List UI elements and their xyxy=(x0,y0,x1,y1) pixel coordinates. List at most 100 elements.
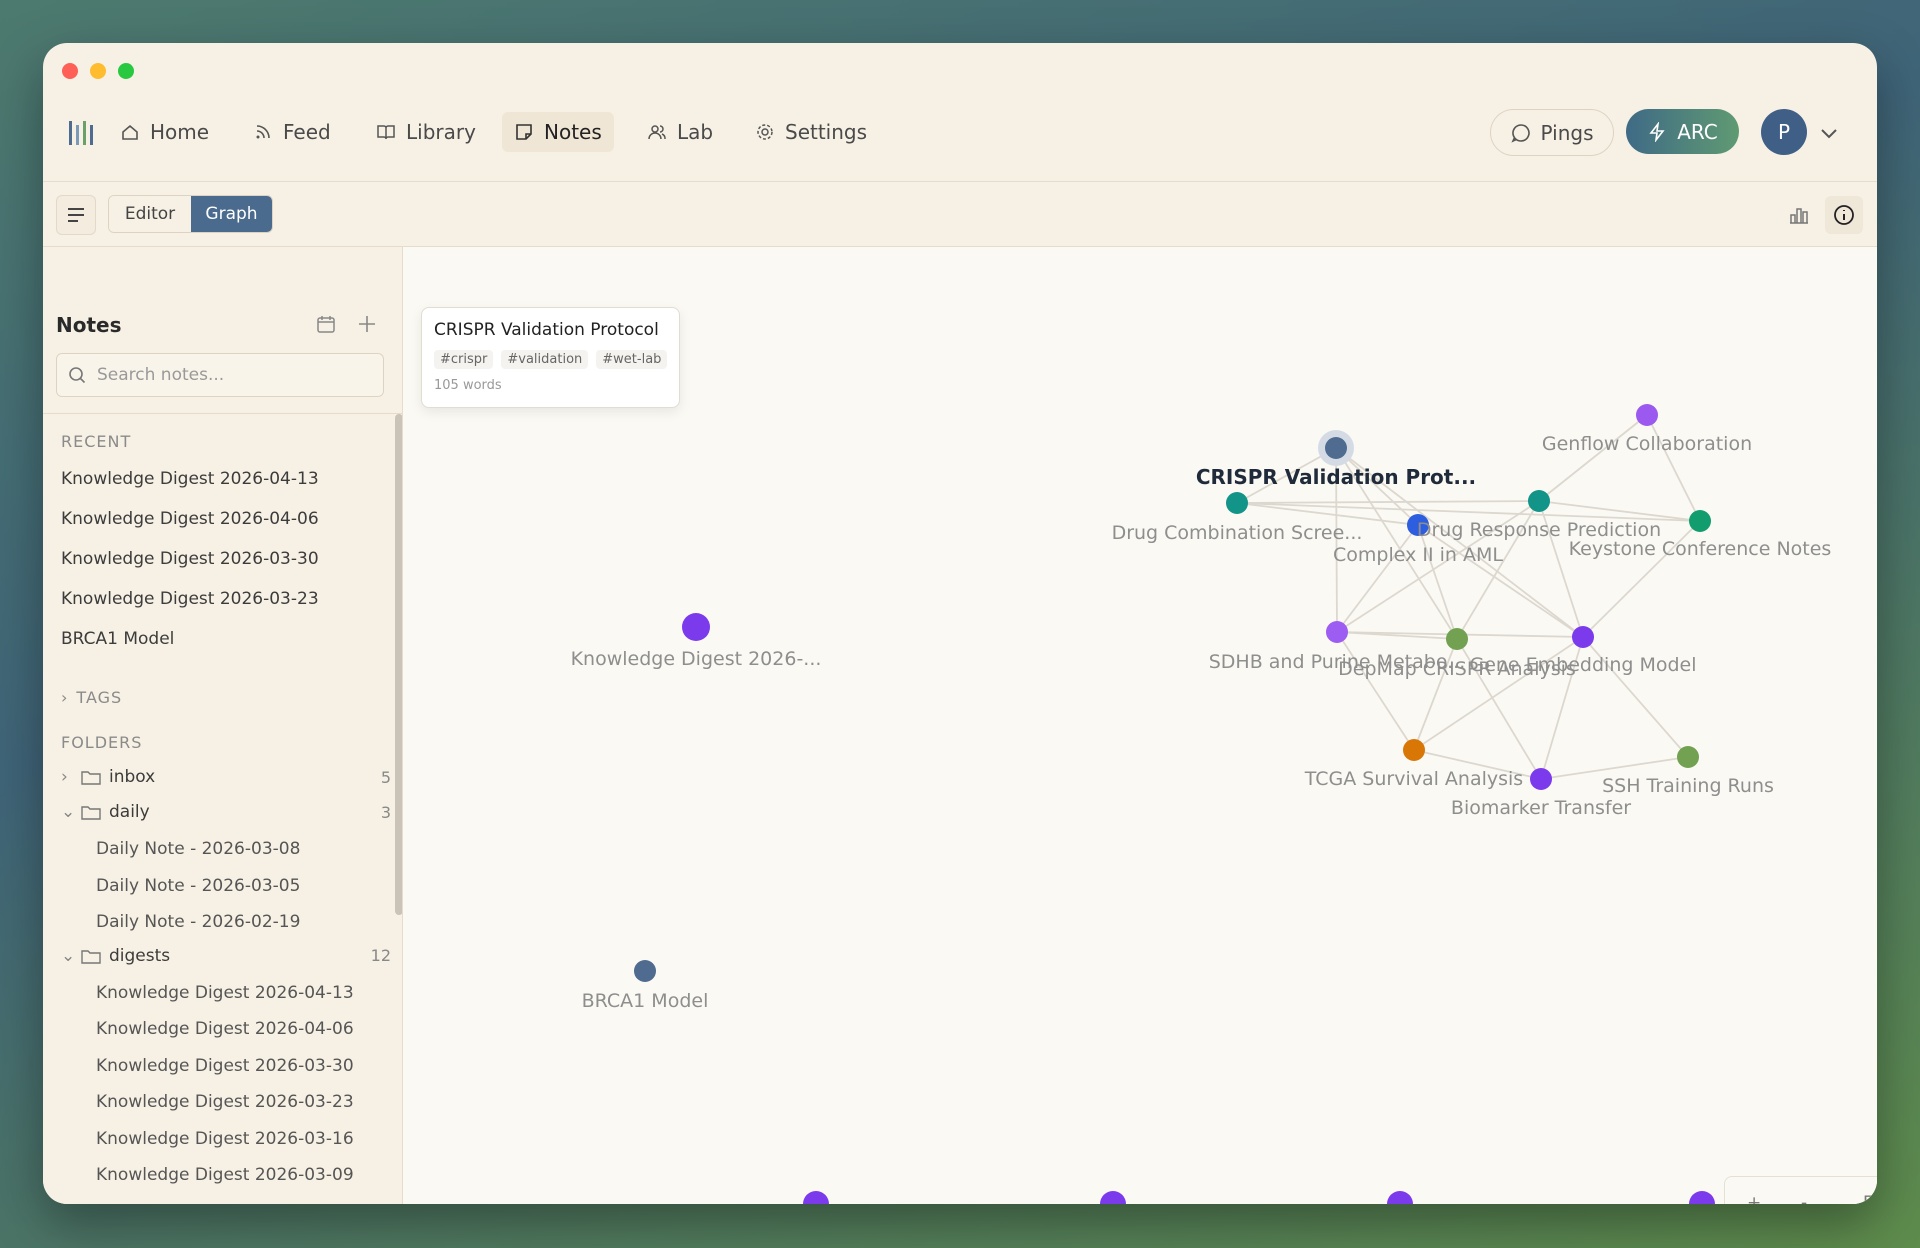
close-button[interactable] xyxy=(62,63,78,79)
graph-node[interactable] xyxy=(1446,628,1468,650)
search-placeholder: Search notes... xyxy=(97,365,225,385)
node-label: TCGA Survival Analysis xyxy=(1304,768,1523,790)
node-label: Biomarker Transfer xyxy=(1451,797,1631,819)
graph-edge xyxy=(1417,524,1584,638)
graph-node[interactable] xyxy=(1689,1191,1715,1204)
minimize-button[interactable] xyxy=(90,63,106,79)
calendar-button[interactable] xyxy=(315,313,337,335)
divider xyxy=(43,181,1877,182)
folder-note[interactable]: Knowledge Digest 2026-03-16 xyxy=(96,1128,354,1149)
graph-edge xyxy=(1335,447,1584,638)
folder-count: 5 xyxy=(380,767,391,787)
node-label: CRISPR Validation Prot... xyxy=(1196,465,1476,489)
view-toggle: Editor Graph xyxy=(108,195,273,233)
graph-edge xyxy=(1540,756,1689,780)
tooltip-meta: 105 words xyxy=(434,378,502,393)
tooltip-title: CRISPR Validation Protocol xyxy=(434,320,659,340)
nav-item[interactable]: Feed xyxy=(253,114,331,150)
graph-node[interactable] xyxy=(1530,768,1552,790)
folder-name: inbox xyxy=(109,767,156,787)
graph-node[interactable] xyxy=(1689,510,1711,532)
graph-node[interactable] xyxy=(1387,1191,1413,1204)
graph-node[interactable] xyxy=(634,960,656,982)
recent-note[interactable]: Knowledge Digest 2026-03-23 xyxy=(61,589,319,609)
search-box[interactable]: Search notes... xyxy=(56,353,384,397)
zoom-out[interactable]: - xyxy=(1801,1193,1808,1204)
graph-edge xyxy=(1456,500,1540,640)
tooltip-tag: #wet-lab xyxy=(596,350,668,369)
nav-item[interactable]: Notes xyxy=(502,112,614,152)
nav-item[interactable]: Lab xyxy=(647,114,713,150)
node-label: BRCA1 Model xyxy=(582,990,709,1012)
graph-node[interactable] xyxy=(1407,514,1429,536)
tags-section[interactable]: › TAGS xyxy=(61,688,123,707)
folder-note[interactable]: Knowledge Digest 2026-03-30 xyxy=(96,1055,354,1076)
scrollbar[interactable] xyxy=(395,414,402,915)
tooltip-tag: #crispr xyxy=(434,350,494,369)
zoom-button[interactable] xyxy=(118,63,134,79)
graph-node[interactable] xyxy=(803,1191,829,1204)
graph-node[interactable] xyxy=(1325,437,1347,459)
avatar[interactable]: P xyxy=(1761,109,1807,155)
nav-label: Settings xyxy=(785,120,868,144)
folder-name: digests xyxy=(109,945,171,966)
folder-name: daily xyxy=(109,802,150,822)
folder[interactable]: ⌄ digests 12 xyxy=(61,945,391,966)
zoom-fit[interactable]: Fit xyxy=(1863,1193,1877,1204)
info-button[interactable] xyxy=(1825,196,1863,234)
logo[interactable] xyxy=(67,117,95,147)
section-heading: RECENT xyxy=(61,432,132,451)
folder-note[interactable]: Daily Note - 2026-03-05 xyxy=(96,875,301,896)
folder[interactable]: ⌄ daily 3 xyxy=(61,802,391,822)
graph-node[interactable] xyxy=(1326,621,1348,643)
graph-node[interactable] xyxy=(1636,404,1658,426)
new-note-button[interactable] xyxy=(356,313,378,335)
nav-item[interactable]: Library xyxy=(376,114,476,150)
section-heading: FOLDERS xyxy=(61,733,143,752)
nav-item[interactable]: Home xyxy=(120,114,209,150)
pings-button[interactable]: Pings xyxy=(1490,109,1614,156)
recent-note[interactable]: BRCA1 Model xyxy=(61,629,175,649)
folder-note[interactable]: Daily Note - 2026-02-19 xyxy=(96,912,301,932)
graph-node[interactable] xyxy=(1572,626,1594,648)
stats-button[interactable] xyxy=(1787,203,1811,227)
sidebar: Notes Search notes... RECENT Knowledge Di… xyxy=(43,247,403,1204)
node-label: SSH Training Runs xyxy=(1602,775,1774,797)
recent-note[interactable]: Knowledge Digest 2026-04-13 xyxy=(61,469,319,489)
node-label: SDHB and Purine Metabo... xyxy=(1209,651,1466,673)
divider xyxy=(43,246,1877,247)
graph-edge xyxy=(1236,502,1701,522)
graph-node[interactable] xyxy=(682,613,710,641)
sidebar-toggle[interactable] xyxy=(56,195,96,235)
graph-tab[interactable]: Graph xyxy=(191,196,272,232)
folder-note[interactable]: Knowledge Digest 2026-03-23 xyxy=(96,1092,354,1112)
graph-view: CRISPR Validation Prot... Genflow Collabo… xyxy=(403,247,1877,1204)
arc-button[interactable]: ARC xyxy=(1626,109,1739,154)
account-menu-chevron[interactable] xyxy=(1819,123,1839,143)
graph-edge xyxy=(1236,447,1337,504)
node-label: Genflow Collaboration xyxy=(1542,433,1752,455)
nav-label: Feed xyxy=(283,120,331,144)
graph-node[interactable] xyxy=(1226,492,1248,514)
recent-note[interactable]: Knowledge Digest 2026-04-06 xyxy=(61,509,319,529)
graph-node[interactable] xyxy=(1677,746,1699,768)
recent-note[interactable]: Knowledge Digest 2026-03-30 xyxy=(61,549,319,569)
editor-tab[interactable]: Editor xyxy=(109,196,191,232)
folder-note[interactable]: Knowledge Digest 2026-04-13 xyxy=(96,982,354,1003)
folder-note[interactable]: Daily Note - 2026-03-08 xyxy=(96,839,301,859)
graph-node[interactable] xyxy=(1528,490,1550,512)
nav-item[interactable]: Settings xyxy=(755,114,867,150)
graph-edge xyxy=(1582,636,1689,758)
folder-note[interactable]: Knowledge Digest 2026-03-03 xyxy=(96,1202,354,1205)
nav-label: Notes xyxy=(544,120,602,144)
folder-note[interactable]: Knowledge Digest 2026-03-09 xyxy=(96,1165,354,1185)
graph-node[interactable] xyxy=(1100,1191,1126,1204)
graph-node[interactable] xyxy=(1403,739,1425,761)
folder-count: 12 xyxy=(370,946,391,965)
zoom-in[interactable]: + xyxy=(1747,1193,1762,1204)
folder[interactable]: › inbox 5 xyxy=(61,767,391,787)
folder-count: 3 xyxy=(380,802,391,822)
folder-note[interactable]: Knowledge Digest 2026-04-06 xyxy=(96,1019,354,1039)
graph-edge xyxy=(1336,524,1419,633)
